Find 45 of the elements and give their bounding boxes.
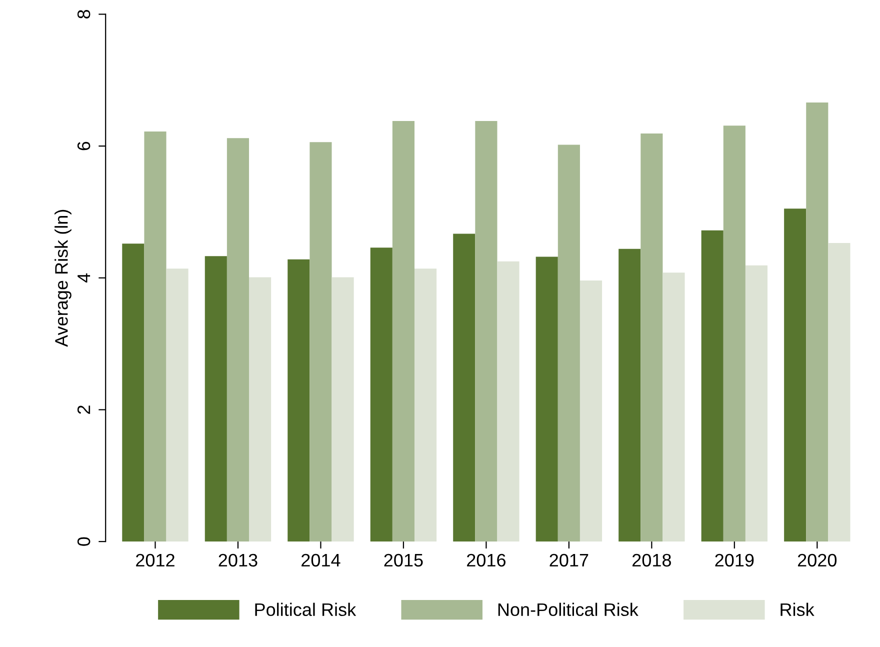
x-tick-label: 2015 (384, 554, 423, 567)
bar (249, 277, 272, 542)
x-tick-label: 2018 (632, 554, 671, 567)
bar (640, 134, 663, 542)
y-tick-label: 8 (77, 10, 90, 18)
bar (288, 259, 310, 542)
bar (784, 208, 806, 542)
bar (662, 272, 685, 542)
legend-label: Non-Political Risk (498, 602, 638, 616)
bar (310, 142, 332, 542)
bar (701, 230, 724, 542)
y-tick-label: 0 (77, 537, 90, 546)
bar (414, 268, 437, 542)
y-axis-title: Average Risk (ln) (54, 210, 72, 347)
x-tick-label: 2020 (798, 554, 837, 567)
x-tick-label: 2017 (550, 554, 588, 567)
bar (166, 268, 188, 542)
bar (828, 242, 850, 542)
bar (226, 138, 250, 542)
y-tick-label: 2 (77, 406, 90, 414)
x-tick-label: 2019 (715, 554, 754, 567)
bar (144, 132, 166, 542)
legend-label: Political Risk (255, 602, 356, 616)
y-tick-label: 6 (77, 142, 90, 150)
bar (122, 244, 144, 542)
bar (536, 256, 558, 542)
bar (806, 102, 828, 542)
bar (558, 144, 580, 542)
legend-label: Risk (780, 602, 814, 616)
bar (370, 248, 392, 542)
bar (618, 248, 641, 542)
x-tick-label: 2012 (136, 554, 174, 567)
bar (332, 277, 354, 542)
bar (497, 261, 520, 542)
x-tick-label: 2014 (302, 554, 340, 567)
bar (392, 121, 414, 542)
bar (580, 280, 602, 542)
x-tick-label: 2016 (467, 554, 506, 567)
bar (745, 265, 768, 542)
bar (453, 234, 476, 542)
y-tick-label: 4 (78, 273, 90, 282)
x-tick-label: 2013 (218, 554, 258, 567)
bar (204, 256, 227, 542)
bar (723, 126, 746, 542)
bar (475, 121, 498, 542)
